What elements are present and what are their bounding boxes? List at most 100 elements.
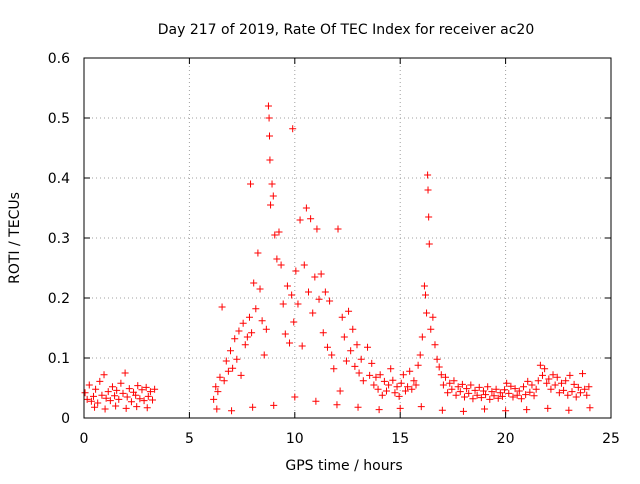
data-point xyxy=(562,377,570,385)
data-point xyxy=(481,405,489,413)
chart-title: Day 217 of 2019, Rate Of TEC Index for r… xyxy=(158,22,534,38)
data-point xyxy=(473,391,481,399)
data-point xyxy=(138,386,146,394)
data-point xyxy=(368,359,376,367)
data-point xyxy=(269,192,277,200)
data-point xyxy=(289,125,297,133)
data-point xyxy=(396,404,404,412)
y-tick-label: 0.2 xyxy=(48,291,70,307)
data-point xyxy=(509,393,517,401)
data-point xyxy=(119,389,127,397)
data-point xyxy=(523,406,531,414)
data-point xyxy=(534,377,542,385)
data-point xyxy=(305,288,313,296)
data-point xyxy=(586,404,594,412)
data-point xyxy=(102,394,110,402)
data-point xyxy=(87,397,95,405)
x-tick-label: 20 xyxy=(497,431,515,447)
data-point xyxy=(479,387,487,395)
data-point xyxy=(412,381,420,389)
data-point xyxy=(227,347,235,355)
grid-lines xyxy=(84,58,611,418)
data-point xyxy=(249,403,257,411)
data-point xyxy=(254,249,262,257)
data-point xyxy=(228,407,236,415)
data-point xyxy=(581,385,589,393)
data-point xyxy=(106,397,114,405)
data-point xyxy=(115,395,123,403)
data-point xyxy=(342,357,350,365)
data-point xyxy=(98,391,106,399)
data-point xyxy=(85,381,93,389)
data-point xyxy=(101,405,109,413)
data-point xyxy=(435,363,443,371)
data-point xyxy=(391,389,399,397)
data-point xyxy=(579,370,587,378)
data-point xyxy=(501,386,509,394)
data-point xyxy=(256,285,264,293)
data-point xyxy=(585,383,593,391)
data-point xyxy=(286,339,294,347)
data-point xyxy=(420,282,428,290)
data-point xyxy=(250,279,258,287)
data-point xyxy=(113,386,121,394)
data-point xyxy=(372,373,380,381)
data-point xyxy=(425,213,433,221)
data-point xyxy=(345,307,353,315)
data-point xyxy=(385,381,393,389)
data-point xyxy=(296,216,304,224)
data-point xyxy=(448,385,456,393)
data-point xyxy=(229,364,237,372)
data-point xyxy=(267,201,275,209)
data-point xyxy=(353,341,361,349)
data-point xyxy=(317,270,325,278)
data-point xyxy=(214,388,222,396)
data-point xyxy=(311,273,319,281)
data-point xyxy=(140,397,148,405)
data-point xyxy=(104,388,112,396)
data-point xyxy=(132,391,140,399)
data-point xyxy=(380,377,388,385)
data-point xyxy=(294,300,302,308)
data-point xyxy=(401,387,409,395)
data-point xyxy=(364,343,372,351)
data-point xyxy=(279,300,287,308)
data-point xyxy=(213,405,221,413)
data-point xyxy=(92,385,100,393)
data-point xyxy=(471,386,479,394)
data-point xyxy=(265,114,273,122)
data-point xyxy=(354,403,362,411)
data-point xyxy=(424,171,432,179)
data-point xyxy=(378,391,386,399)
data-point xyxy=(528,381,536,389)
data-point xyxy=(406,367,414,375)
data-point xyxy=(291,393,299,401)
data-point xyxy=(414,361,422,369)
data-point xyxy=(553,373,561,381)
y-tick-label: 0.3 xyxy=(48,231,70,247)
data-point xyxy=(96,377,104,385)
y-tick-label: 0 xyxy=(61,411,70,427)
data-point xyxy=(416,351,424,359)
data-point xyxy=(397,379,405,387)
data-point xyxy=(393,383,401,391)
data-point xyxy=(410,377,418,385)
data-point xyxy=(418,333,426,341)
data-point xyxy=(351,362,359,370)
data-point xyxy=(515,387,523,395)
data-point xyxy=(488,388,496,396)
data-point xyxy=(81,389,89,397)
data-point xyxy=(496,389,504,397)
data-point xyxy=(467,381,475,389)
data-point xyxy=(555,389,563,397)
data-point xyxy=(459,407,467,415)
data-point xyxy=(268,180,276,188)
data-point xyxy=(275,228,283,236)
data-point xyxy=(108,383,116,391)
data-point xyxy=(566,371,574,379)
data-point xyxy=(424,186,432,194)
data-point xyxy=(309,309,317,317)
data-point xyxy=(233,355,241,363)
